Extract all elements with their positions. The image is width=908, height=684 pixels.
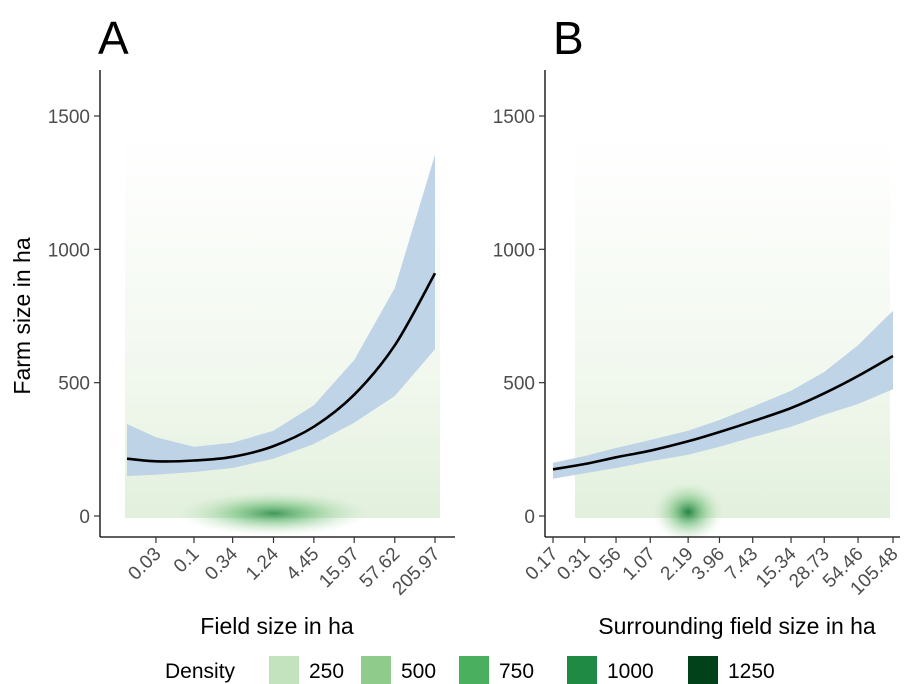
x-tick-label: 1.24 (242, 543, 283, 584)
legend-swatch (459, 656, 489, 684)
y-tick-label: 0 (79, 507, 90, 528)
x-tick-label: 0.17 (522, 544, 563, 585)
legend-label: 1250 (728, 660, 775, 683)
x-tick-label: 0.1 (170, 544, 204, 578)
y-tick-label: 1000 (48, 240, 90, 261)
panel-b-y-ticks: 0 500 1000 1500 (493, 107, 545, 528)
y-tick-label: 1000 (493, 240, 535, 261)
legend-label: 500 (401, 660, 436, 683)
panel-b-fit-line (552, 354, 894, 471)
x-tick-label: 0.31 (553, 544, 594, 585)
legend-swatch (688, 656, 718, 684)
panel-b-plot-area (552, 90, 894, 537)
legend-label: 250 (309, 660, 344, 683)
panel-a-fit-line (126, 272, 437, 463)
y-tick-label: 1500 (48, 107, 90, 128)
panel-b-tag: B (553, 12, 584, 64)
x-tick-label: 0.56 (585, 544, 626, 585)
legend-swatch (361, 656, 391, 684)
x-tick-label: 0.34 (201, 543, 242, 584)
panel-a-confidence-ribbon (127, 154, 435, 476)
x-tick-label: 3.96 (688, 544, 729, 585)
x-tick-label: 0.03 (124, 544, 165, 585)
legend-items: 250 500 750 1000 1250 (269, 656, 775, 684)
panel-a-x-axis-title: Field size in ha (200, 613, 354, 639)
density-legend: Density 250 500 750 1000 1250 (165, 656, 775, 684)
legend-title: Density (165, 660, 236, 683)
panel-b-confidence-ribbon (553, 310, 893, 479)
panel-a-tag: A (98, 12, 129, 64)
x-tick-label: 1.07 (619, 544, 660, 585)
panel-a: A 0 500 1000 1500 0.03 0.10.34 1.24 4.4515.975… (9, 12, 455, 639)
legend-swatch (269, 656, 299, 684)
y-tick-label: 500 (503, 374, 535, 395)
panel-b-density-hotspot (653, 482, 724, 537)
x-tick-label: 15.97 (315, 544, 363, 592)
panel-a-density-hotspot (178, 491, 369, 536)
panel-b-x-axis-title: Surrounding field size in ha (598, 613, 876, 639)
y-tick-label: 500 (58, 374, 90, 395)
panel-a-y-ticks: 0 500 1000 1500 (48, 107, 100, 528)
legend-swatch (567, 656, 597, 684)
y-tick-label: 0 (524, 507, 535, 528)
x-tick-label: 2.19 (657, 544, 698, 585)
legend-label: 750 (499, 660, 534, 683)
panel-b-x-ticks: 0.170.310.561.072.193.967.4315.3428.7354… (522, 537, 903, 600)
legend-label: 1000 (607, 660, 654, 683)
panel-b: B 0 500 1000 1500 0.170.310.561.072.193.967… (493, 12, 903, 639)
y-tick-label: 1500 (493, 107, 535, 128)
panel-a-y-axis-title: Farm size in ha (9, 237, 35, 394)
panel-a-plot-area (125, 90, 440, 536)
